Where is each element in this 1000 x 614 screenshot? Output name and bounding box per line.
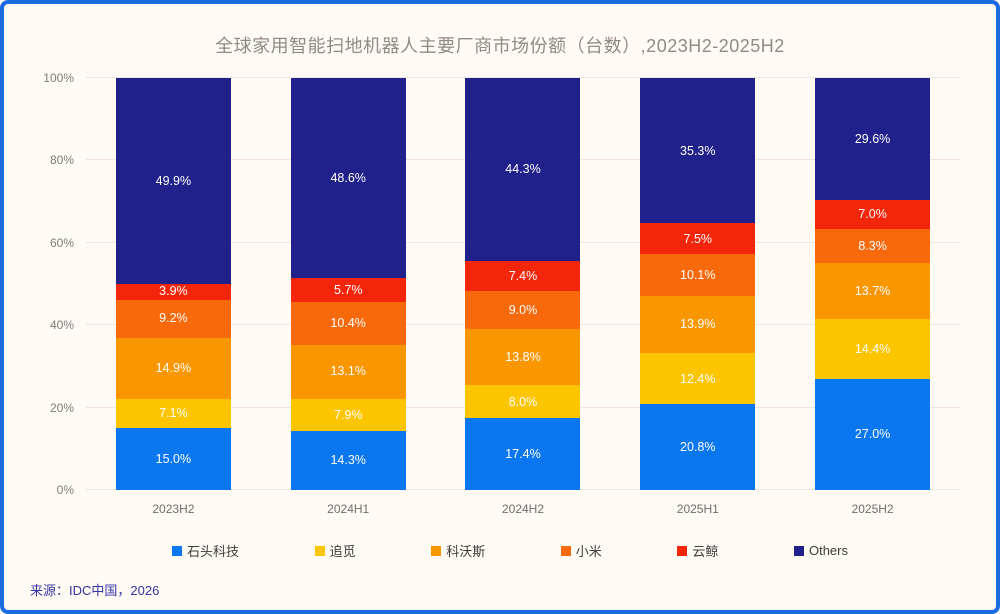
bar-segment: 13.1% [290, 344, 406, 399]
bar-segment: 14.3% [290, 431, 406, 490]
x-axis-tick-label: 2024H2 [501, 502, 545, 516]
bar-segment: 48.6% [290, 78, 406, 279]
x-axis-tick-label: 2025H1 [676, 502, 719, 516]
bar-segment: 14.9% [115, 337, 231, 399]
bar-segment: 8.0% [465, 385, 581, 419]
bar-slot: 17.4% 8.0% 13.8% 9.0% 7.4% 44.3% 2024H2 [436, 78, 611, 516]
bar-segment: 7.5% [640, 223, 756, 255]
x-axis-tick-label: 2025H2 [851, 502, 894, 516]
source-note: 来源：IDC中国，2026 [30, 583, 160, 598]
bar-segment: 14.4% [815, 319, 931, 379]
legend-marker-icon [431, 545, 442, 556]
bar-segment: 35.3% [640, 78, 756, 224]
bar-segment: 49.9% [115, 78, 231, 284]
bar-slot: 15.0% 7.1% 14.9% 9.2% 3.9% 49.9% 2023H2 [86, 78, 261, 516]
bar-segment: 13.9% [640, 295, 756, 354]
bar-segment: 7.4% [465, 260, 581, 292]
legend-label: 科沃斯 [446, 544, 486, 559]
legend-label: 小米 [575, 544, 602, 559]
y-axis-tick-label: 80% [49, 153, 74, 168]
bar-segment: 15.0% [115, 428, 231, 490]
bar-segment: 13.7% [815, 263, 931, 320]
legend-item: 小米 [560, 541, 602, 560]
y-axis-tick-label: 0% [56, 483, 74, 497]
bar-segment: 10.1% [640, 254, 756, 296]
plot-area: 0% 20% 40% 60% 80% 100% 15.0% 7.1% 14.9% 9.2% 3.9… [43, 71, 960, 516]
legend-label: 云鲸 [692, 544, 719, 559]
legend-label: 石头科技 [187, 544, 240, 559]
legend: 石头科技 追觅 科沃斯 小米 云鲸 Others [172, 541, 848, 560]
bar-segment: 20.8% [640, 404, 756, 490]
legend-item: 云鲸 [677, 541, 718, 560]
x-axis-tick-label: 2024H1 [327, 502, 370, 516]
legend-marker-icon [793, 545, 804, 556]
bar-segment: 17.4% [465, 418, 581, 490]
gridline [86, 77, 960, 78]
y-axis-tick-label: 100% [43, 71, 74, 85]
bar-segment: 3.9% [115, 283, 231, 300]
chart-title: 全球家用智能扫地机器人主要厂商市场份额（台数）,2023H2-2025H2 [215, 36, 785, 56]
stacked-bar: 20.8% 12.4% 13.9% 10.1% 7.5% 35.3% [640, 78, 756, 490]
legend-item: 石头科技 [172, 541, 239, 560]
bar-segment: 29.6% [815, 78, 931, 200]
bar-segment: 7.0% [815, 200, 931, 229]
y-axis-tick-label: 60% [49, 235, 74, 250]
legend-label: Others [808, 543, 848, 558]
bar-segment: 9.0% [465, 291, 581, 329]
bar-slot: 14.3% 7.9% 13.1% 10.4% 5.7% 48.6% 2024H1 [261, 78, 436, 516]
bar-segment: 7.1% [115, 398, 231, 429]
stacked-bar: 17.4% 8.0% 13.8% 9.0% 7.4% 44.3% [465, 78, 581, 490]
legend-label: 追觅 [329, 544, 356, 559]
stacked-bar: 27.0% 14.4% 13.7% 8.3% 7.0% 29.6% [815, 78, 931, 490]
bar-segment: 27.0% [815, 378, 931, 490]
legend-item: Others [793, 543, 848, 558]
stacked-bar: 14.3% 7.9% 13.1% 10.4% 5.7% 48.6% [290, 78, 406, 490]
bar-segment: 44.3% [465, 78, 581, 261]
bar-slot: 27.0% 14.4% 13.7% 8.3% 7.0% 29.6% 2025H2 [785, 78, 960, 516]
legend-item: 科沃斯 [431, 541, 485, 560]
legend-marker-icon [172, 545, 182, 556]
bar-segment: 5.7% [290, 278, 406, 302]
legend-marker-icon [560, 545, 571, 556]
bar-segment: 10.4% [290, 301, 406, 345]
bar-segment: 8.3% [815, 228, 931, 264]
bar-segment: 7.9% [290, 398, 406, 432]
bar-segment: 13.8% [465, 328, 581, 386]
bar-segment: 12.4% [640, 353, 756, 405]
legend-item: 追觅 [314, 541, 356, 560]
stacked-bar: 15.0% 7.1% 14.9% 9.2% 3.9% 49.9% [115, 78, 231, 490]
bars-container: 15.0% 7.1% 14.9% 9.2% 3.9% 49.9% 2023H2 14.3% 7.… [86, 78, 960, 516]
bar-slot: 20.8% 12.4% 13.9% 10.1% 7.5% 35.3% 2025H1 [610, 78, 785, 516]
legend-marker-icon [677, 545, 688, 556]
legend-marker-icon [314, 545, 325, 556]
y-axis-tick-label: 20% [49, 400, 74, 415]
bar-segment: 9.2% [115, 299, 231, 338]
y-axis-tick-label: 40% [49, 318, 74, 333]
x-axis-tick-label: 2023H2 [152, 502, 195, 516]
